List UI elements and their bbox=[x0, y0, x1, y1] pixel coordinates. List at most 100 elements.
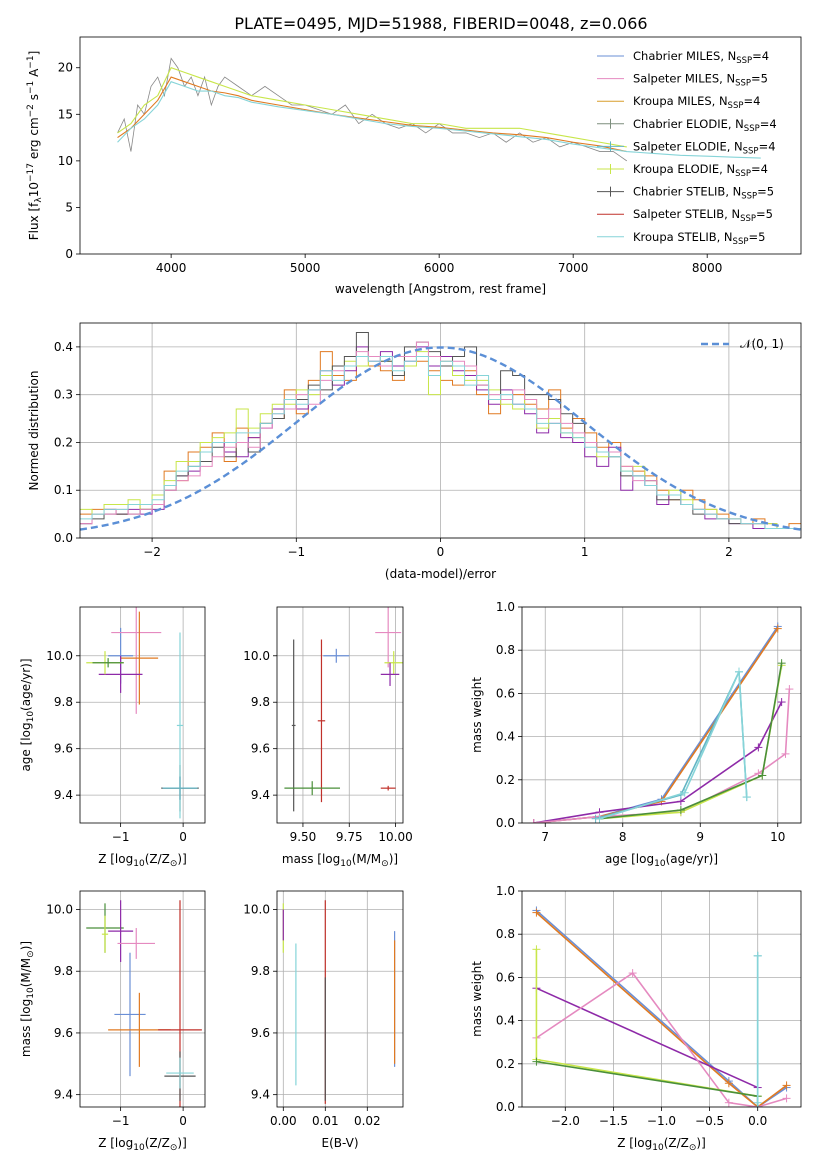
y-tick-label: 0.8 bbox=[496, 643, 515, 657]
weight-series-5 bbox=[536, 1060, 759, 1107]
errorbar-point bbox=[111, 607, 162, 714]
x-tick-label: 0 bbox=[437, 545, 445, 559]
axes-frame bbox=[79, 606, 206, 824]
legend-label: Kroupa STELIB, N bbox=[633, 230, 733, 244]
plot-area bbox=[532, 906, 791, 1107]
spectrum-series-2 bbox=[117, 76, 627, 153]
y-label-main: mass weight bbox=[470, 961, 484, 1037]
errorbar-point bbox=[291, 639, 296, 812]
x-tick-label: 9.75 bbox=[336, 830, 363, 844]
gridlines bbox=[277, 607, 403, 823]
legend-entry: Chabrier ELODIE, NSSP=4 bbox=[633, 117, 777, 134]
y-label-sub: 10 bbox=[26, 987, 36, 999]
y-tick-label: 0.8 bbox=[496, 927, 515, 941]
y-label-close: )] bbox=[19, 941, 33, 950]
x-tick-label: −1 bbox=[112, 1114, 130, 1128]
x-label-sun: ⊙ bbox=[170, 859, 178, 869]
errorbar-point bbox=[98, 655, 143, 693]
x-tick-label: 0.00 bbox=[270, 1114, 297, 1128]
legend-label: Salpeter ELODIE, N bbox=[633, 139, 743, 153]
errorbar-point bbox=[384, 651, 403, 675]
gridlines bbox=[522, 606, 801, 824]
axes-frame bbox=[276, 890, 404, 1108]
x-label-sub: 10 bbox=[133, 1143, 145, 1153]
x-tick-label: 0.02 bbox=[354, 1114, 381, 1128]
legend-entry: Salpeter ELODIE, NSSP=4 bbox=[633, 139, 776, 156]
x-label-sun: ⊙ bbox=[170, 1143, 178, 1153]
errorbar-point bbox=[120, 611, 159, 705]
legend-sub: SSP bbox=[733, 237, 749, 247]
legend-suffix: =4 bbox=[759, 139, 776, 153]
legend-suffix: =5 bbox=[757, 185, 774, 199]
errorbar-point bbox=[317, 639, 326, 803]
plot-area bbox=[117, 57, 761, 162]
y-tick-label: 10 bbox=[58, 154, 73, 168]
y-tick-label: 9.4 bbox=[251, 1088, 270, 1102]
y-axis-label: age [log10(age/yr)] bbox=[19, 658, 36, 771]
y-tick-label: 9.8 bbox=[251, 695, 270, 709]
y-tick-label: 0 bbox=[65, 247, 73, 261]
errorbar-point bbox=[162, 776, 198, 800]
plot-area bbox=[80, 332, 801, 531]
y-tick-label: 10.0 bbox=[243, 649, 270, 663]
x-label-main: Z [log bbox=[617, 1136, 652, 1150]
errorbar-point bbox=[380, 662, 400, 686]
y-axis-label: mass [log10(M/M⊙)] bbox=[19, 941, 36, 1057]
y-tick-label: 15 bbox=[58, 107, 73, 121]
legend-suffix: =5 bbox=[751, 72, 768, 86]
x-label-sub: 10 bbox=[654, 859, 666, 869]
legend-sub: SSP bbox=[740, 214, 756, 224]
legend-label: Chabrier STELIB, N bbox=[633, 185, 741, 199]
x-tick-label: 0.01 bbox=[312, 1114, 339, 1128]
y-tick-label: 0.6 bbox=[496, 970, 515, 984]
errorbar-point bbox=[323, 648, 350, 663]
panel-age-vs-z: −1 09.49.69.810.0Z [log10(Z/Z⊙)]age [log1… bbox=[19, 606, 206, 869]
y-tick-label: 10.0 bbox=[243, 903, 270, 917]
y-label-part-7: −1 bbox=[26, 81, 36, 94]
y-tick-label: 5 bbox=[65, 200, 73, 214]
legend-label: Salpeter STELIB, N bbox=[633, 207, 740, 221]
y-label-part-1: λ bbox=[34, 197, 44, 203]
weight-series-1 bbox=[535, 912, 788, 1107]
y-label-part-6: s bbox=[27, 94, 41, 104]
axes-frame bbox=[79, 36, 802, 255]
y-label-sun: ⊙ bbox=[26, 950, 36, 958]
legend-entry: Kroupa MILES, NSSP=4 bbox=[633, 94, 760, 111]
y-tick-label: 1.0 bbox=[496, 600, 515, 614]
y-tick-label: 0.4 bbox=[54, 340, 73, 354]
x-tick-label: −2.0 bbox=[551, 1114, 580, 1128]
y-label-part-8: A bbox=[27, 68, 41, 81]
errorbar-point bbox=[101, 915, 109, 953]
x-tick-label: 6000 bbox=[424, 261, 455, 275]
legend-sub: SSP bbox=[736, 56, 752, 66]
weight-series-7 bbox=[599, 671, 748, 820]
errorbar-point bbox=[375, 607, 402, 668]
legend-entry: Chabrier MILES, NSSP=4 bbox=[633, 49, 769, 66]
y-label-part-10: ] bbox=[27, 51, 41, 56]
errorbar-point bbox=[166, 1057, 194, 1089]
y-tick-label: 10.0 bbox=[46, 649, 73, 663]
x-tick-label: 4000 bbox=[156, 261, 187, 275]
y-tick-label: 9.8 bbox=[251, 964, 270, 978]
spectrum-series-1 bbox=[117, 67, 627, 148]
x-axis-label: Z [log10(Z/Z⊙)] bbox=[98, 852, 187, 869]
y-label-part-9: −1 bbox=[26, 55, 36, 68]
errorbar-point bbox=[114, 952, 146, 1077]
legend-suffix: =4 bbox=[752, 49, 769, 63]
x-label-sub: 10 bbox=[133, 859, 145, 869]
y-label-main: mass weight bbox=[470, 677, 484, 753]
legend-suffix: =4 bbox=[751, 162, 768, 176]
gridlines bbox=[522, 890, 801, 1108]
axes-frame bbox=[276, 606, 404, 824]
x-tick-label: 0 bbox=[179, 830, 187, 844]
legend-label: Salpeter MILES, N bbox=[633, 72, 735, 86]
y-label-part-0: Flux [f bbox=[27, 202, 41, 240]
x-tick-label: 1 bbox=[581, 545, 589, 559]
y-tick-label: 9.4 bbox=[251, 788, 270, 802]
plot-area bbox=[86, 900, 202, 1107]
x-axis-label: wavelength [Angstrom, rest frame] bbox=[335, 282, 546, 296]
errorbar-point bbox=[158, 900, 202, 1107]
x-tick-label: 7 bbox=[541, 830, 549, 844]
